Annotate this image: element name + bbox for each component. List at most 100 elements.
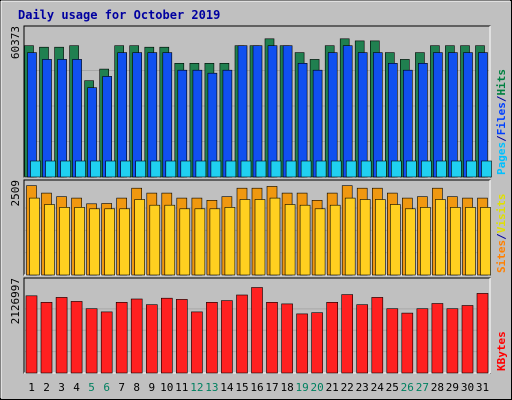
bar-pages-day-30 [466, 160, 477, 178]
bar-pages-day-28 [436, 160, 447, 178]
legend-entry: / [495, 233, 508, 240]
bar-sites-day-1 [29, 197, 40, 276]
legend-entry: Visits [495, 194, 508, 234]
bar-pages-day-17 [270, 160, 282, 178]
bar-sites-day-24 [374, 199, 386, 276]
bar-sites-day-6 [104, 208, 115, 276]
bar-files-day-24 [372, 52, 383, 178]
bar-files-day-7 [117, 52, 127, 178]
bar-kbytes-day-23 [356, 304, 369, 374]
bar-files-day-25 [387, 62, 398, 178]
bar-pages-day-9 [150, 160, 162, 178]
bar-sites-day-11 [179, 208, 191, 276]
legend-kbytes: KBytes [495, 331, 508, 371]
bar-kbytes-day-25 [386, 308, 399, 374]
bar-sites-day-7 [119, 208, 130, 276]
bar-files-day-8 [132, 52, 142, 178]
y-max-label-hits-files-pages: 60373 [9, 26, 22, 59]
bar-kbytes-day-12 [191, 311, 203, 374]
x-tick-label: 14 [220, 381, 234, 394]
bar-sites-day-22 [344, 197, 356, 276]
bar-pages-day-18 [285, 160, 297, 178]
bar-pages-day-20 [315, 160, 327, 178]
bar-kbytes-day-16 [251, 287, 263, 374]
x-tick-label: 20 [310, 381, 323, 394]
bar-pages-day-26 [405, 160, 417, 178]
bar-pages-day-8 [135, 160, 146, 178]
x-tick-label: 27 [416, 381, 429, 394]
y-max-label-visits-sites: 2509 [9, 180, 22, 207]
x-tick-label: 22 [341, 381, 354, 394]
bar-files-day-22 [342, 45, 353, 178]
bar-kbytes-day-30 [461, 305, 474, 374]
x-tick-label: 23 [356, 381, 369, 394]
bar-files-day-27 [418, 62, 428, 178]
bar-kbytes-day-8 [130, 298, 143, 374]
bar-kbytes-day-10 [161, 297, 173, 374]
x-tick-label: 8 [133, 381, 140, 394]
bar-sites-day-15 [239, 199, 251, 276]
bar-kbytes-day-28 [431, 303, 444, 374]
x-tick-label: 25 [386, 381, 399, 394]
bar-sites-day-20 [314, 208, 326, 276]
bar-files-day-15 [237, 45, 248, 178]
x-tick-label: 15 [235, 381, 248, 394]
legend-entry: Pages [495, 142, 508, 175]
bar-pages-day-3 [60, 160, 71, 178]
bar-pages-day-5 [90, 160, 101, 178]
bar-kbytes-day-26 [401, 312, 414, 374]
legend-entry: KBytes [495, 331, 508, 371]
bar-pages-day-19 [300, 160, 312, 178]
bar-sites-day-4 [74, 207, 85, 276]
bar-kbytes-day-22 [341, 294, 354, 374]
bar-sites-day-10 [164, 204, 176, 276]
bar-files-day-29 [448, 52, 458, 178]
x-tick-label: 31 [476, 381, 489, 394]
legend-entry: Sites [495, 240, 508, 273]
x-tick-label: 10 [160, 381, 173, 394]
bar-kbytes-day-24 [371, 297, 384, 374]
legend-entry: Hits [495, 69, 508, 96]
bar-kbytes-day-4 [70, 301, 83, 374]
bar-pages-day-31 [481, 160, 492, 178]
x-tick-label: 19 [295, 381, 308, 394]
x-tick-label: 9 [148, 381, 155, 394]
bar-sites-day-21 [329, 204, 341, 276]
bar-files-day-30 [463, 52, 473, 178]
bar-pages-day-21 [330, 160, 342, 178]
x-tick-label: 21 [326, 381, 339, 394]
bar-sites-day-2 [44, 204, 55, 276]
x-tick-label: 12 [190, 381, 203, 394]
bar-sites-day-3 [59, 207, 70, 276]
bar-kbytes-day-13 [206, 301, 218, 374]
x-tick-label: 5 [88, 381, 95, 394]
bar-pages-day-15 [240, 160, 252, 178]
bar-sites-day-28 [435, 199, 446, 276]
bar-pages-day-6 [105, 160, 116, 178]
bar-kbytes-day-3 [55, 297, 68, 374]
bar-sites-day-5 [89, 208, 100, 276]
bar-sites-day-27 [420, 207, 431, 276]
bar-files-day-31 [478, 52, 488, 178]
legend-entry: / [495, 135, 508, 142]
x-tick-label: 24 [371, 381, 385, 394]
x-tick-label: 1 [28, 381, 35, 394]
x-tick-label: 18 [280, 381, 293, 394]
bar-files-day-23 [357, 52, 368, 178]
bar-files-day-19 [297, 62, 308, 178]
bar-files-day-2 [42, 59, 52, 178]
legend-entry: / [495, 95, 508, 102]
bar-kbytes-day-7 [115, 301, 128, 374]
bar-kbytes-day-20 [311, 312, 323, 374]
bar-pages-day-12 [195, 160, 207, 178]
bar-kbytes-day-6 [100, 311, 113, 374]
bar-pages-day-2 [45, 160, 56, 178]
bar-pages-day-1 [30, 160, 41, 178]
bar-files-day-21 [327, 52, 338, 178]
bar-pages-day-27 [421, 160, 432, 178]
bar-sites-day-26 [404, 208, 416, 276]
bar-kbytes-day-15 [236, 294, 248, 374]
bar-files-day-28 [433, 52, 443, 178]
